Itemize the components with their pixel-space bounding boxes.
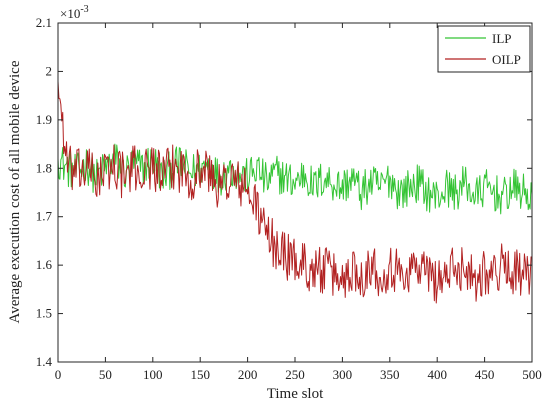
legend-label-ilp: ILP [492,31,512,46]
legend-box [437,25,531,73]
y-tick-label: 2 [46,63,53,78]
y-tick-label: 1.8 [36,160,52,175]
x-tick-label: 0 [55,367,62,382]
x-tick-label: 50 [99,367,112,382]
y-tick-label: 2.1 [36,15,52,30]
y-axis: 1.4 1.5 1.6 1.7 1.8 1.9 2 2.1 [36,15,532,369]
y-tick-label: 1.9 [36,112,52,127]
y-axis-label: Average execution cost of all mobile dev… [7,60,23,323]
x-tick-label: 100 [143,367,163,382]
x-axis-label: Time slot [267,386,324,402]
y-tick-label: 1.4 [36,354,53,369]
y-tick-label: 1.6 [36,257,53,272]
x-tick-label: 350 [380,367,400,382]
x-tick-label: 250 [285,367,305,382]
x-tick-label: 450 [475,367,495,382]
x-tick-label: 300 [333,367,353,382]
x-tick-label: 150 [190,367,210,382]
series-layer [57,81,533,304]
y-tick-label: 1.7 [36,209,53,224]
plot-background [58,23,532,362]
legend-label-oilp: OILP [492,52,521,67]
series-line-oilp [57,81,533,304]
y-exponent-label: ×10-3 [60,4,89,21]
y-tick-label: 1.5 [36,306,52,321]
series-line-ilp [57,143,533,215]
x-tick-label: 400 [427,367,447,382]
x-axis: 0 50 100 150 200 250 300 350 400 450 500 [55,23,542,382]
x-tick-label: 200 [238,367,258,382]
legend: ILP OILP [437,25,531,73]
x-tick-label: 500 [522,367,542,382]
